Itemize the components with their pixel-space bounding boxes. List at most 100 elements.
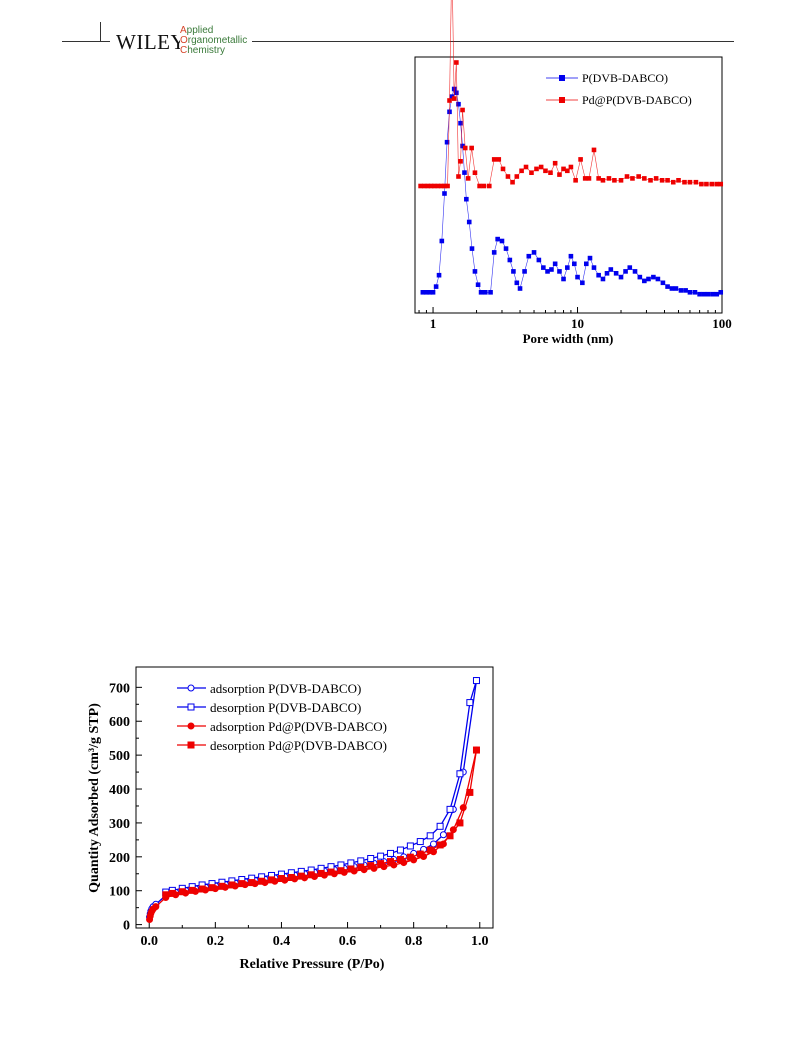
data-point <box>697 291 702 297</box>
data-point <box>693 179 699 185</box>
data-point <box>462 145 468 151</box>
y-tick-label: 0 <box>123 919 130 934</box>
data-point <box>548 170 553 175</box>
x-axis-label: Pore width (nm) <box>523 331 614 346</box>
data-point <box>587 255 593 261</box>
data-point <box>600 276 606 282</box>
data-point <box>426 832 434 840</box>
data-point <box>642 176 647 181</box>
header-rule-left <box>62 41 110 42</box>
data-point <box>608 267 614 272</box>
data-point <box>472 170 478 175</box>
data-point <box>557 269 562 274</box>
data-point <box>549 267 554 272</box>
y-tick-label: 200 <box>109 851 130 866</box>
series <box>162 746 480 899</box>
header-divider <box>100 22 101 42</box>
data-point <box>428 183 434 189</box>
data-point <box>357 863 365 871</box>
data-point <box>317 869 325 877</box>
data-point <box>704 181 709 187</box>
data-point <box>573 178 578 183</box>
data-point <box>636 174 641 179</box>
legend-label: P(DVB-DABCO) <box>582 71 668 85</box>
legend-marker <box>187 703 195 711</box>
legend: adsorption P(DVB-DABCO) desorption P(DVB-… <box>177 681 387 753</box>
data-point <box>152 903 160 911</box>
data-point <box>503 246 509 251</box>
data-point <box>481 183 487 189</box>
data-point <box>297 872 305 880</box>
data-point <box>557 172 562 177</box>
data-point <box>495 236 500 242</box>
data-point <box>168 889 176 897</box>
data-point <box>367 862 375 870</box>
data-point <box>178 888 186 896</box>
data-point <box>565 168 570 174</box>
x-tick-label: 0.2 <box>207 934 225 949</box>
data-point <box>445 183 450 189</box>
data-point <box>466 219 472 225</box>
journal-line: Applied <box>180 25 214 36</box>
header-rule-right <box>252 41 734 42</box>
data-point <box>337 861 345 869</box>
data-point <box>600 178 606 183</box>
data-point <box>519 168 524 174</box>
y-tick-label: 400 <box>109 783 130 798</box>
data-point <box>618 178 624 183</box>
data-point <box>491 157 497 162</box>
data-point <box>406 842 414 850</box>
data-point <box>472 677 480 685</box>
series <box>420 86 724 297</box>
data-point <box>523 164 529 170</box>
data-point <box>646 276 651 282</box>
legend-marker <box>559 97 565 103</box>
data-point <box>665 284 670 289</box>
data-point <box>287 873 295 881</box>
data-point <box>416 838 424 846</box>
x-tick-label: 0.4 <box>273 934 291 949</box>
data-point <box>718 181 724 187</box>
data-point <box>420 290 426 295</box>
x-tick-label: 10 <box>571 316 584 331</box>
data-point <box>406 853 414 861</box>
data-point <box>422 183 427 189</box>
data-point <box>472 269 478 274</box>
data-point <box>464 196 469 202</box>
data-point <box>454 90 459 96</box>
data-point <box>347 859 355 867</box>
legend-label: desorption P(DVB-DABCO) <box>210 700 361 715</box>
data-point <box>561 166 566 172</box>
data-point <box>583 261 589 267</box>
data-point <box>456 101 461 107</box>
data-point <box>258 877 266 885</box>
data-point <box>438 183 444 189</box>
data-point <box>327 868 335 876</box>
x-tick-label: 1.0 <box>471 934 489 949</box>
data-point <box>683 288 688 293</box>
data-point <box>439 238 445 244</box>
data-point <box>396 846 404 854</box>
data-point <box>465 176 471 181</box>
journal-line: Organometallic <box>180 35 248 46</box>
data-point <box>651 274 656 280</box>
data-point <box>514 280 520 286</box>
legend-marker <box>187 722 195 730</box>
x-tick-label: 0.6 <box>339 934 357 949</box>
data-point <box>238 880 246 888</box>
data-point <box>582 176 588 181</box>
page-header: WILEY Applied Organometallic Chemistry <box>0 0 793 60</box>
data-point <box>701 291 707 297</box>
data-point <box>469 246 475 251</box>
data-point <box>268 876 276 884</box>
data-point <box>665 178 670 183</box>
data-point <box>446 805 454 813</box>
data-point <box>613 271 619 276</box>
series-line <box>422 88 721 295</box>
series <box>162 677 480 896</box>
data-point <box>418 183 423 189</box>
y-tick-label: 500 <box>109 749 130 764</box>
data-point <box>248 879 256 887</box>
data-point <box>456 819 464 827</box>
